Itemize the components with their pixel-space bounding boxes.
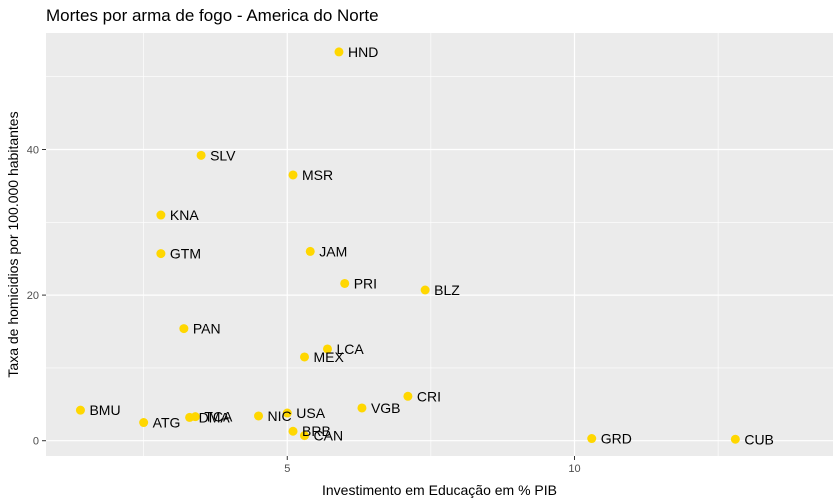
point-label-tca: TCA: [204, 409, 233, 425]
data-point-kna: [156, 210, 166, 220]
data-point-gtm: [156, 249, 166, 259]
y-axis-title: Taxa de homicidios por 100.000 habitante…: [5, 111, 21, 377]
point-label-hnd: HND: [348, 44, 378, 60]
data-point-usa: [282, 408, 292, 418]
x-axis-title: Investimento em Educação em % PIB: [322, 482, 557, 498]
data-point-nic: [254, 411, 264, 421]
data-point-can: [300, 431, 310, 441]
point-label-atg: ATG: [153, 415, 181, 431]
point-label-pan: PAN: [193, 321, 221, 337]
data-point-blz: [420, 285, 430, 295]
data-point-pri: [340, 278, 350, 288]
point-label-vgb: VGB: [371, 400, 401, 416]
chart-title: Mortes por arma de fogo - America do Nor…: [46, 6, 379, 25]
data-point-mex: [300, 352, 310, 362]
data-point-pan: [179, 324, 189, 334]
data-point-atg: [139, 418, 149, 428]
data-point-jam: [305, 246, 315, 256]
data-point-slv: [196, 150, 206, 160]
point-label-usa: USA: [296, 405, 325, 421]
point-label-msr: MSR: [302, 167, 333, 183]
data-point-bmu: [75, 405, 85, 415]
point-label-bmu: BMU: [89, 402, 120, 418]
data-point-cub: [730, 434, 740, 444]
data-point-cri: [403, 391, 413, 401]
point-label-dma: DMA: [199, 409, 231, 425]
x-tick-label: 10: [568, 463, 580, 475]
x-axis-ticks: 5 10: [284, 456, 581, 475]
point-label-can: CAN: [314, 428, 344, 444]
y-tick-label: 0: [33, 436, 39, 448]
x-tick-label: 5: [284, 463, 290, 475]
point-label-blz: BLZ: [434, 282, 460, 298]
plot-panel: [46, 33, 833, 456]
point-label-brb: BRB: [302, 423, 331, 439]
point-label-cub: CUB: [744, 431, 774, 447]
point-label-kna: KNA: [170, 207, 199, 223]
data-point-lca: [322, 344, 332, 354]
point-label-slv: SLV: [210, 147, 236, 163]
data-point-msr: [288, 170, 298, 180]
major-gridlines: [46, 33, 833, 456]
point-label-pri: PRI: [354, 275, 377, 291]
point-label-gtm: GTM: [170, 246, 201, 262]
point-label-grd: GRD: [601, 431, 632, 447]
data-point-grd: [587, 434, 597, 444]
data-point-brb: [288, 426, 298, 436]
data-points: [75, 47, 740, 444]
point-label-cri: CRI: [417, 388, 441, 404]
point-label-mex: MEX: [314, 349, 345, 365]
point-label-jam: JAM: [319, 243, 347, 259]
data-point-vgb: [357, 403, 367, 413]
data-point-dma: [185, 412, 195, 422]
minor-gridlines: [46, 33, 833, 456]
y-tick-label: 20: [27, 290, 39, 302]
point-label-nic: NIC: [268, 408, 292, 424]
y-axis-ticks: 0 20 40: [27, 144, 46, 448]
y-tick-label: 40: [27, 144, 39, 156]
point-label-lca: LCA: [336, 341, 364, 357]
data-point-hnd: [334, 47, 344, 57]
